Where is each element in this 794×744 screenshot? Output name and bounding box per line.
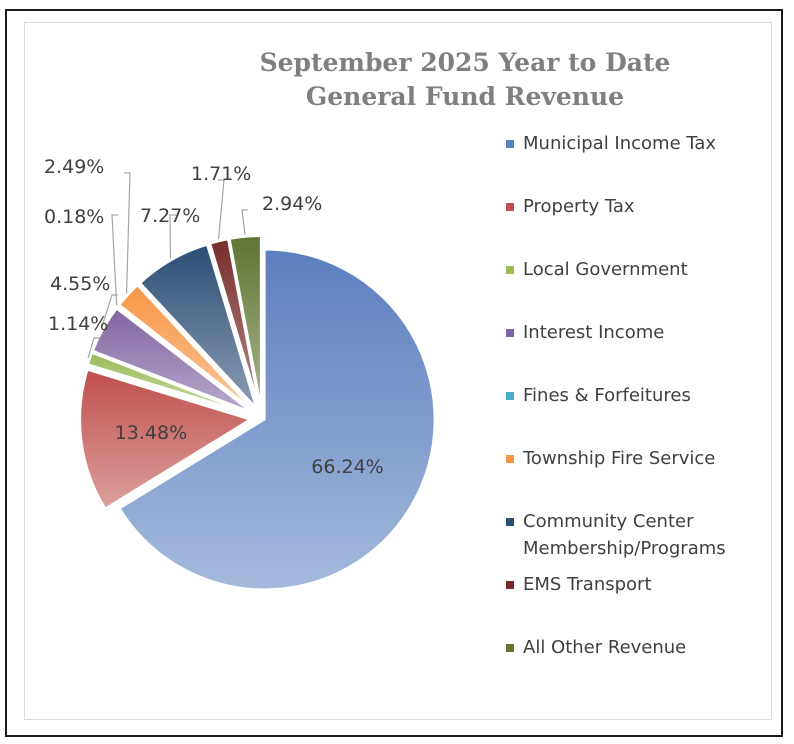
- data-label-7: 7.27%: [140, 205, 200, 227]
- legend-label-7-line-2: Membership/Programs: [523, 538, 726, 559]
- data-label-4: 4.55%: [50, 273, 110, 295]
- legend-swatch-3: [506, 266, 514, 274]
- chart-title: September 2025 Year to Date General Fund…: [250, 46, 680, 114]
- legend-label-2: Property Tax: [523, 196, 635, 217]
- chart-title-line-2: General Fund Revenue: [305, 82, 625, 111]
- legend-swatch-1: [506, 140, 514, 148]
- legend-swatch-6: [506, 455, 514, 463]
- data-label-5: 0.18%: [44, 206, 104, 228]
- legend-label-4: Interest Income: [523, 322, 665, 343]
- chart-area: [24, 22, 772, 720]
- leader-line-6: [124, 172, 131, 294]
- legend-swatch-4: [506, 329, 514, 337]
- pie-slice-5: [116, 304, 254, 412]
- pie-slice-3: [86, 351, 252, 416]
- data-label-3: 1.14%: [48, 313, 108, 335]
- legend-label-5: Fines & Forfeitures: [523, 385, 691, 406]
- leader-line-5: [111, 214, 118, 306]
- legend-swatch-5: [506, 392, 514, 400]
- data-label-9: 2.94%: [262, 193, 322, 215]
- pie-slice-4: [91, 307, 253, 414]
- legend-label-1: Municipal Income Tax: [523, 133, 717, 154]
- data-label-1: 66.24%: [311, 456, 383, 478]
- legend-swatch-7: [506, 518, 514, 526]
- legend-label-9: All Other Revenue: [523, 637, 687, 658]
- pie-slice-9: [228, 235, 262, 407]
- data-label-6: 2.49%: [44, 156, 104, 178]
- pie-slice-1: [118, 248, 436, 591]
- leader-line-7: [169, 214, 176, 259]
- legend-label-8: EMS Transport: [523, 574, 652, 595]
- leader-line-9: [241, 209, 248, 235]
- legend-swatch-8: [506, 581, 514, 589]
- leader-line-8: [217, 179, 225, 240]
- data-label-2: 13.48%: [115, 422, 187, 444]
- chart-title-line-1: September 2025 Year to Date: [259, 48, 671, 77]
- pie-slice-6: [118, 283, 254, 411]
- legend-label-7-line-1: Community Center: [523, 511, 694, 532]
- legend-swatch-2: [506, 203, 514, 211]
- legend-swatch-9: [506, 644, 514, 652]
- data-label-8: 1.71%: [191, 163, 251, 185]
- legend-label-3: Local Government: [523, 259, 688, 280]
- pie-slice-2: [79, 368, 253, 510]
- leader-line-3: [87, 337, 100, 359]
- pie-slice-8: [208, 238, 261, 407]
- legend-label-6: Township Fire Service: [523, 448, 716, 469]
- pie-slice-7: [138, 243, 257, 409]
